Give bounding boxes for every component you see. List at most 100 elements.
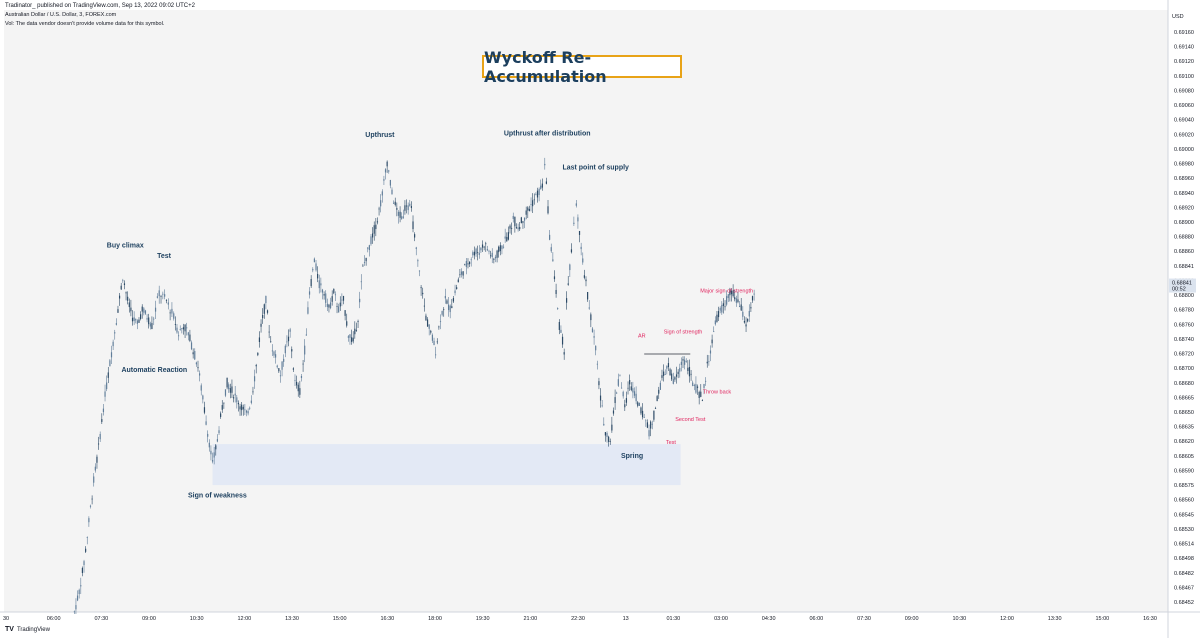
candle-body — [131, 317, 134, 322]
candle-body — [601, 405, 603, 407]
candle-body — [488, 250, 490, 252]
candle-body — [415, 247, 417, 249]
y-tick-label: 0.68590 — [1174, 468, 1194, 474]
candle-body — [75, 605, 77, 610]
x-tick-label: 15:00 — [1095, 616, 1109, 622]
y-tick-label: 0.68900 — [1174, 220, 1194, 226]
annotation-label: Upthrust after distribution — [504, 130, 591, 137]
candle-body — [331, 296, 333, 302]
annotation-label: Spring — [621, 453, 643, 460]
y-tick-label: 0.68980 — [1174, 162, 1194, 168]
candle-body — [258, 337, 261, 342]
candle-body — [302, 363, 304, 365]
candle-body — [750, 307, 752, 309]
candle-body — [709, 350, 712, 354]
candle-body — [447, 304, 450, 311]
candle-body — [653, 410, 655, 420]
candle-body — [735, 298, 737, 303]
x-tick-label: 01:30 — [666, 616, 680, 622]
candle-body — [418, 270, 421, 272]
candle-body — [141, 306, 143, 312]
candle-body — [244, 409, 246, 411]
tradingview-logo[interactable]: TV TradingView — [5, 626, 50, 633]
candle-body — [582, 258, 584, 263]
candle-body — [630, 386, 632, 391]
candle-body — [357, 321, 359, 322]
candle-body — [127, 296, 129, 301]
candle-body — [284, 345, 286, 354]
candle-body — [321, 289, 324, 293]
candle-body — [540, 185, 542, 190]
y-tick-label: 0.68482 — [1174, 571, 1194, 577]
candle-body — [611, 424, 613, 431]
x-tick-label: 30 — [3, 616, 9, 622]
candle-body — [727, 294, 729, 299]
candle-body — [178, 335, 180, 337]
candle-body — [115, 323, 117, 325]
candle-body — [372, 233, 374, 238]
candle-body — [101, 419, 103, 422]
candle-body — [426, 319, 429, 327]
y-tick-label: 0.68920 — [1174, 205, 1194, 211]
candle-body — [716, 314, 718, 322]
candle-body — [86, 537, 88, 538]
annotation-label: Buy climax — [107, 243, 144, 250]
candle-body — [511, 227, 513, 229]
candle-body — [677, 371, 679, 375]
candle-body — [355, 329, 358, 331]
candle-body — [719, 307, 721, 311]
candle-body — [169, 312, 171, 314]
candle-body — [91, 498, 93, 500]
candle-body — [179, 329, 181, 331]
candle-body — [211, 459, 214, 462]
candle-body — [577, 217, 579, 222]
candle-body — [376, 221, 379, 223]
candle-body — [347, 336, 349, 338]
candle-body — [591, 328, 594, 333]
annotation-label: Sign of strength — [664, 330, 703, 336]
candle-body — [228, 384, 230, 390]
annotation-label: Upthrust — [365, 132, 395, 139]
x-tick-label: 19:30 — [476, 616, 490, 622]
candle-body — [561, 336, 564, 345]
candle-body — [123, 283, 126, 285]
x-tick-label: 07:30 — [857, 616, 871, 622]
candle-body — [283, 358, 285, 362]
candle-body — [690, 373, 692, 375]
candle-body — [189, 334, 191, 341]
candle-body — [342, 295, 345, 301]
candle-body — [684, 359, 686, 365]
y-tick-label: 0.68514 — [1174, 542, 1194, 548]
candle-body — [76, 595, 79, 601]
candle-body — [144, 310, 147, 314]
candle-body — [599, 395, 602, 401]
candle-body — [422, 292, 424, 295]
candle-body — [200, 385, 202, 391]
candle-body — [354, 328, 356, 335]
candle-body — [381, 191, 383, 196]
candle-body — [384, 169, 387, 173]
candle-body — [441, 311, 443, 315]
candle-body — [294, 379, 296, 381]
candle-body — [438, 326, 440, 328]
x-tick-label: 22:30 — [571, 616, 585, 622]
candle-body — [120, 285, 122, 290]
candle-body — [378, 208, 380, 210]
candle-body — [753, 293, 755, 295]
candle-body — [423, 305, 425, 307]
candle-body — [226, 377, 228, 388]
candle-body — [363, 262, 366, 263]
annotation-label: Test — [157, 253, 172, 260]
candle-body — [410, 206, 412, 208]
x-tick-label: 18:00 — [428, 616, 442, 622]
candle-body — [608, 436, 610, 442]
volume-note: Vol: The data vendor doesn't provide vol… — [5, 21, 165, 27]
y-tick-label: 0.68605 — [1174, 454, 1194, 460]
candle-body — [380, 200, 382, 207]
x-tick-label: 15:00 — [333, 616, 347, 622]
candle-body — [696, 386, 699, 388]
candle-body — [263, 304, 265, 314]
candle-body — [365, 257, 367, 262]
